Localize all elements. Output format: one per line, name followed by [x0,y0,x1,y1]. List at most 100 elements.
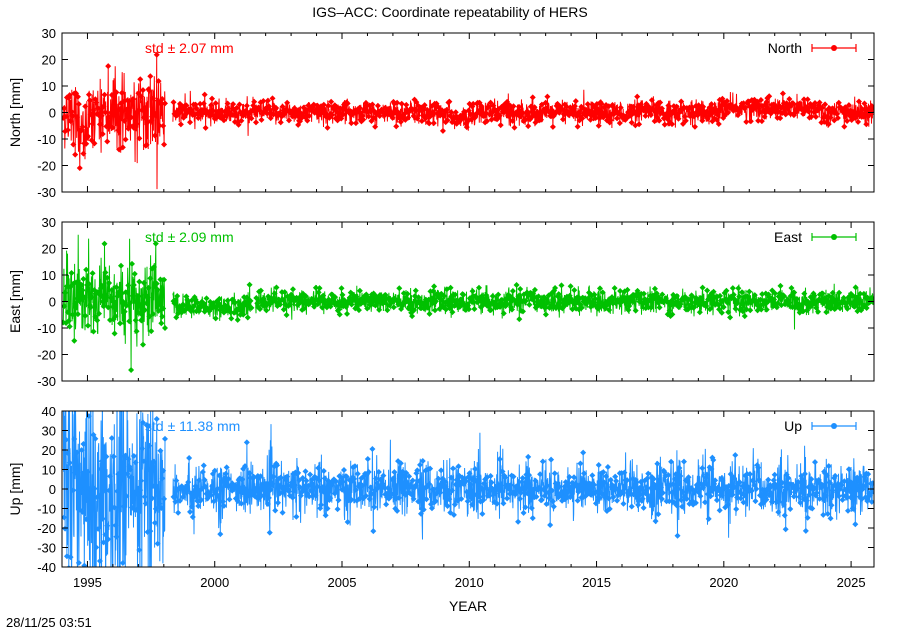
up-data-point [426,481,433,488]
north-data-point [286,117,293,124]
north-data-point [104,138,111,145]
y-tick-label: 30 [42,26,56,41]
east-data-point [126,318,133,325]
east-data-point [87,304,94,311]
up-data-point [416,478,423,485]
std-annotation: std ± 2.07 mm [145,40,234,56]
up-data-point [865,471,872,478]
east-data-point [158,320,165,327]
north-data-point [152,112,159,119]
north-data-point [647,112,654,119]
north-data-point [260,97,267,104]
up-data-point [869,480,874,487]
east-data-point [339,291,346,298]
east-data-point [155,307,162,314]
east-data-point [280,306,287,313]
up-data-point [464,498,471,505]
up-data-point [158,504,165,511]
up-data-point [332,478,339,485]
up-data-point [829,487,836,494]
north-data-point [440,113,447,120]
up-data-point [609,482,616,489]
up-data-point [522,504,529,511]
north-data-point [127,122,134,129]
east-data-point [242,301,249,308]
north-data-point [805,108,812,115]
up-data-point [415,498,422,505]
up-data-point [828,502,835,509]
y-tick-label: -10 [37,132,56,147]
up-data-point [647,485,654,492]
north-data-point [329,111,336,118]
up-data-point [719,477,726,484]
east-data-point [273,284,280,291]
north-data-point [232,112,239,119]
up-data-point [868,498,874,505]
east-data-point [514,301,521,308]
north-data-point [801,96,807,103]
north-data-point [119,144,126,151]
up-data-point [152,505,159,512]
y-tick-label: -30 [37,185,56,200]
north-data-point [340,111,347,118]
up-data-point [804,514,811,521]
up-data-point [136,547,143,554]
up-data-point [366,496,373,503]
north-data-point [607,117,614,124]
up-data-point [414,467,421,474]
east-data-point [82,312,89,319]
up-data-point [356,495,363,502]
up-data-point [375,469,382,476]
north-data-point [634,93,641,100]
east-data-point [109,303,116,310]
up-data-point [156,500,163,507]
east-data-point [74,311,81,318]
north-data-point [665,102,672,109]
up-data-point [467,481,474,488]
north-data-point [483,118,490,125]
up-data-point [85,468,92,475]
x-tick-label: 1995 [73,575,102,590]
north-data-point [691,123,698,130]
north-data-point [393,123,400,130]
east-data-point [424,304,431,311]
north-data-point [123,106,130,113]
up-data-point [526,472,533,479]
up-data-point [110,453,117,460]
up-data-point [581,470,588,477]
up-data-point [822,492,829,499]
up-data-point [128,474,135,481]
up-data-point [450,511,457,518]
y-tick-label: -30 [37,541,56,556]
up-data-point [176,497,183,504]
up-data-point [267,486,274,493]
north-data-point [499,108,506,115]
north-data-point [509,117,516,124]
up-data-point [334,506,341,513]
east-data-point [281,289,288,296]
up-data-point [766,492,773,499]
east-data-point [215,300,222,307]
up-data-point [66,459,73,466]
east-data-point [825,298,832,305]
up-data-point [543,501,550,508]
up-data-point [246,470,253,477]
north-data-point [758,118,765,125]
east-data-point [788,285,795,292]
north-data-point [756,102,763,109]
east-data-point [336,311,343,318]
east-data-point [717,292,723,299]
east-data-point [659,291,666,298]
north-data-point [115,127,122,134]
east-data-point [469,288,476,295]
up-data-point [279,509,286,516]
up-data-point [746,471,753,478]
east-data-point [150,310,157,317]
up-data-point [492,490,499,497]
east-data-point [272,295,279,302]
north-data-point [590,110,597,117]
east-data-point [844,305,851,312]
north-data-point [267,115,274,122]
up-data-point [733,506,740,513]
up-data-point [556,483,563,490]
